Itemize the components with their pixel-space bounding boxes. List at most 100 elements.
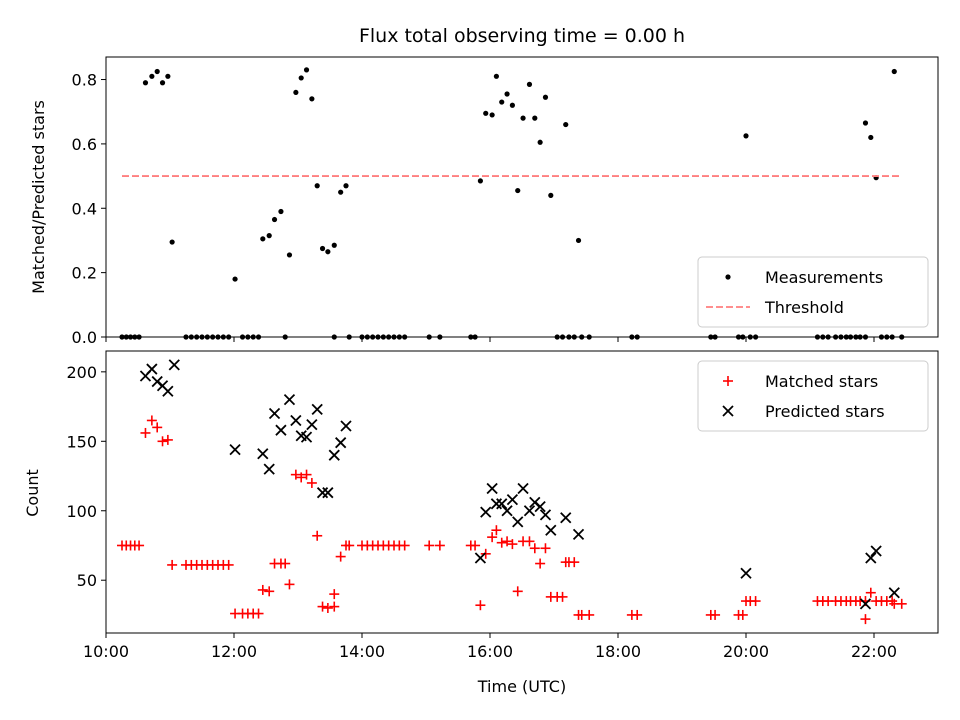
predicted-stars-point: [322, 487, 334, 499]
measurement-point: [862, 120, 869, 126]
predicted-stars-point: [162, 385, 174, 397]
top-legend: Measurements Threshold: [697, 256, 929, 328]
matched-stars-point: [223, 559, 234, 570]
matched-stars-point: [329, 601, 340, 612]
measurement-point: [278, 208, 284, 215]
predicted-stars-point: [328, 449, 340, 461]
x-tick-label: 14:00: [339, 642, 385, 661]
measurement-point: [743, 133, 749, 139]
matched-stars-point: [134, 540, 145, 551]
measurement-point: [868, 134, 874, 141]
bottom-axis-ticks: 50 100 150 200 10:00 12:00 14:00 16:00 18:00 20:0…: [66, 363, 897, 661]
bottom-panel: 50 100 150 200 10:00 12:00 14:00 16:00 18:00 20:0…: [23, 350, 939, 696]
matched-stars-point: [557, 591, 568, 602]
matched-stars-point: [329, 589, 340, 600]
bottom-y-axis-label: Count: [23, 469, 42, 517]
predicted-stars-point: [572, 528, 585, 541]
x-axis-label: Time (UTC): [477, 677, 566, 696]
measurement-point: [169, 239, 175, 245]
matched-stars-point: [167, 559, 178, 570]
matched-stars-point: [860, 614, 871, 625]
bottom-legend: Matched stars Predicted stars: [697, 360, 929, 432]
measurement-point: [309, 96, 315, 102]
measurement-point: [260, 236, 266, 242]
y-tick-label: 0.8: [72, 71, 97, 90]
predicted-stars-point: [523, 505, 536, 517]
measurement-point: [298, 75, 304, 81]
matched-stars-point: [584, 609, 595, 620]
predicted-stars-point: [290, 414, 302, 427]
matched-stars-point: [257, 584, 268, 595]
measurement-point: [266, 233, 272, 239]
predicted-stars-point: [275, 424, 287, 436]
measurement-point: [343, 183, 349, 189]
measurement-point: [331, 242, 337, 248]
legend-label-measurements: Measurements: [765, 268, 883, 287]
y-tick-label: 0.6: [72, 135, 97, 154]
matched-stars-point: [399, 540, 410, 551]
predicted-stars-point: [257, 448, 269, 460]
measurement-point: [165, 73, 171, 79]
predicted-stars-point: [306, 418, 318, 431]
matched-stars-point: [322, 602, 333, 613]
matched-stars-point: [470, 540, 481, 551]
predicted-stars-point: [283, 393, 296, 406]
predicted-stars-point: [859, 598, 872, 610]
predicted-stars-point: [888, 587, 900, 599]
measurement-point: [232, 276, 238, 282]
y-tick-label: 0.4: [72, 199, 97, 218]
matched-stars-point: [535, 558, 546, 569]
matched-stars-point: [737, 609, 748, 620]
measurement-point: [520, 115, 526, 121]
measurement-point: [338, 189, 344, 195]
x-tick-label: 10:00: [83, 642, 129, 661]
predicted-stars-point: [340, 420, 352, 432]
x-tick-label: 20:00: [723, 642, 769, 661]
matched-stars-point: [529, 543, 540, 554]
matched-stars-point: [710, 609, 721, 620]
y-tick-label: 0.0: [72, 328, 97, 347]
matched-stars-point: [152, 422, 163, 433]
predicted-stars-point: [501, 505, 513, 517]
measurement-point: [319, 245, 326, 252]
legend-box: [697, 256, 929, 328]
x-tick-label: 16:00: [467, 642, 513, 661]
matched-stars-point: [253, 608, 264, 619]
matched-stars-point: [312, 530, 323, 541]
measurement-point: [504, 91, 510, 97]
x-tick-label: 22:00: [851, 642, 897, 661]
measurement-point: [293, 89, 299, 96]
predicted-stars-point: [268, 407, 281, 420]
matched-stars-point: [162, 434, 173, 445]
predicted-stars-point: [545, 524, 557, 536]
measurement-point: [314, 183, 320, 189]
matched-stars-point: [487, 532, 498, 543]
matched-stars-point: [335, 551, 346, 562]
measurement-point: [483, 110, 489, 116]
matched-stars-point: [157, 436, 168, 447]
bottom-data-points: [117, 359, 907, 625]
y-tick-label: 150: [66, 432, 97, 451]
predicted-stars-point: [168, 359, 180, 371]
legend-box: [697, 360, 929, 432]
measurement-point: [563, 121, 569, 128]
predicted-stars-point: [865, 552, 877, 564]
y-tick-label: 200: [66, 363, 97, 382]
predicted-stars-point: [560, 512, 572, 524]
top-y-axis-label: Matched/Predicted stars: [29, 100, 48, 294]
measurement-point: [575, 237, 582, 244]
predicted-stars-point: [474, 552, 487, 564]
matched-stars-point: [317, 601, 328, 612]
predicted-stars-point: [740, 567, 752, 579]
predicted-stars-point: [263, 463, 275, 475]
measurement-point: [325, 249, 331, 255]
matched-stars-point: [632, 609, 643, 620]
predicted-stars-point: [506, 494, 519, 506]
matched-stars-point: [507, 539, 518, 550]
x-tick-label: 12:00: [211, 642, 257, 661]
measurement-point: [548, 192, 554, 198]
legend-marker-matched-stars: [723, 376, 733, 386]
matched-stars-point: [491, 525, 502, 536]
matched-stars-point: [140, 427, 151, 438]
